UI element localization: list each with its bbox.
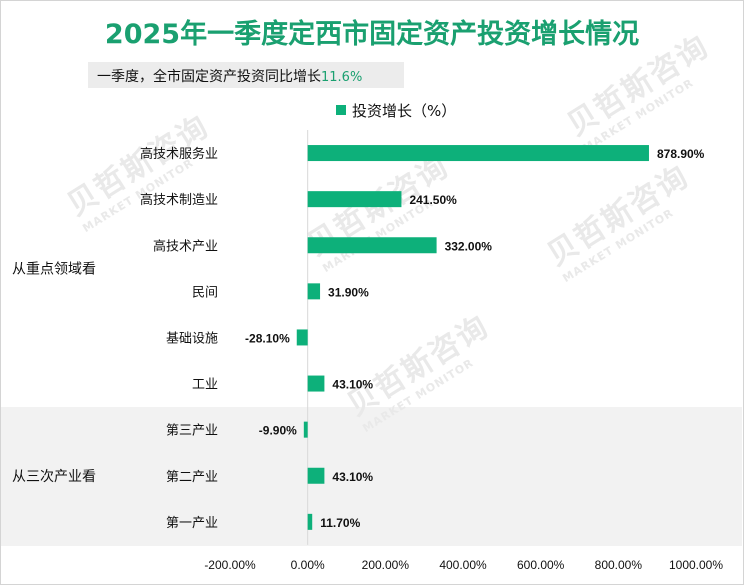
data-label: -9.90% bbox=[259, 424, 297, 438]
category-label: 第二产业 bbox=[166, 470, 218, 485]
x-tick-label: -200.00% bbox=[204, 558, 256, 572]
summary-text: 一季度，全市固定资产投资同比增长11.6% bbox=[97, 66, 362, 86]
bar bbox=[307, 375, 325, 392]
bar bbox=[307, 145, 649, 162]
legend: 投资增长（%） bbox=[336, 100, 456, 121]
data-label: 241.50% bbox=[409, 193, 457, 207]
category-label: 高技术服务业 bbox=[140, 146, 218, 162]
data-label: 43.10% bbox=[332, 470, 373, 484]
data-label: -28.10% bbox=[245, 331, 290, 345]
summary-box: 一季度，全市固定资产投资同比增长11.6% bbox=[88, 62, 404, 88]
x-tick-label: 1000.00% bbox=[669, 558, 723, 572]
category-label: 民间 bbox=[192, 285, 218, 300]
x-tick-label: 200.00% bbox=[362, 558, 410, 572]
summary-label: 一季度，全市固定资产投资同比增长 bbox=[97, 69, 321, 85]
bar bbox=[307, 191, 402, 208]
chart-title: 2025年一季度定西市固定资产投资增长情况 bbox=[104, 19, 640, 50]
bar bbox=[296, 329, 308, 346]
group-band-three-industries bbox=[1, 407, 742, 546]
category-label: 第一产业 bbox=[166, 516, 218, 531]
data-label: 878.90% bbox=[657, 147, 705, 161]
data-label: 11.70% bbox=[320, 516, 360, 530]
category-label: 工业 bbox=[192, 378, 218, 393]
data-label: 43.10% bbox=[332, 378, 373, 392]
x-tick-label: 800.00% bbox=[595, 558, 643, 572]
group-label: 从三次产业看 bbox=[12, 469, 96, 485]
bar bbox=[307, 237, 437, 254]
category-label: 高技术制造业 bbox=[140, 192, 218, 208]
bar bbox=[303, 421, 308, 438]
category-label: 高技术产业 bbox=[153, 238, 218, 254]
data-label: 31.90% bbox=[328, 285, 369, 299]
category-label: 基础设施 bbox=[166, 331, 218, 346]
bar bbox=[307, 283, 321, 300]
x-tick-label: 600.00% bbox=[517, 558, 565, 572]
x-tick-label: 400.00% bbox=[439, 558, 487, 572]
legend-swatch bbox=[336, 105, 346, 115]
summary-value: 11.6% bbox=[321, 70, 363, 85]
category-label: 第三产业 bbox=[166, 424, 218, 439]
legend-label: 投资增长（%） bbox=[352, 102, 457, 120]
x-tick-label: 0.00% bbox=[291, 558, 325, 572]
group-label: 从重点领域看 bbox=[12, 261, 96, 277]
bar bbox=[307, 467, 325, 484]
bar bbox=[307, 513, 313, 530]
data-label: 332.00% bbox=[445, 239, 493, 253]
